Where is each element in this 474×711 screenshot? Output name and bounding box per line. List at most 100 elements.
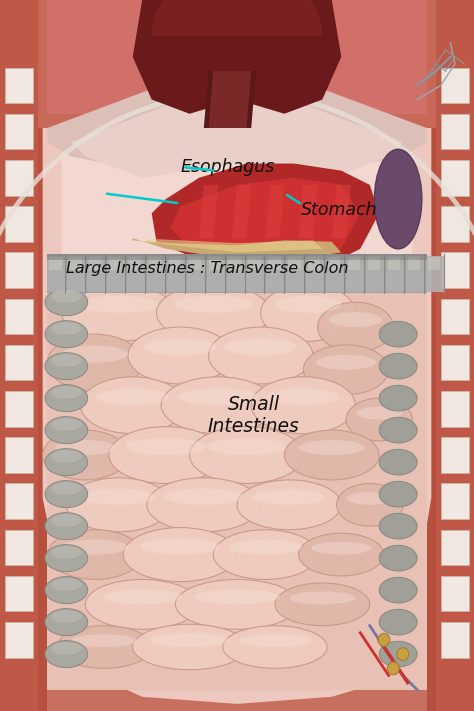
Polygon shape: [5, 114, 33, 149]
Ellipse shape: [51, 578, 82, 591]
Ellipse shape: [253, 490, 326, 505]
Polygon shape: [5, 576, 33, 611]
Polygon shape: [441, 160, 469, 196]
Ellipse shape: [45, 289, 88, 316]
Ellipse shape: [156, 284, 270, 341]
Polygon shape: [232, 185, 251, 238]
Ellipse shape: [51, 418, 82, 431]
Ellipse shape: [51, 546, 82, 559]
Ellipse shape: [379, 385, 417, 411]
Ellipse shape: [47, 334, 142, 391]
Polygon shape: [38, 0, 436, 128]
Ellipse shape: [51, 482, 82, 495]
Ellipse shape: [374, 149, 422, 249]
Ellipse shape: [303, 345, 389, 395]
Ellipse shape: [299, 440, 365, 455]
Polygon shape: [5, 530, 33, 565]
Ellipse shape: [275, 296, 341, 313]
Polygon shape: [299, 185, 318, 238]
Ellipse shape: [45, 641, 88, 668]
Ellipse shape: [45, 609, 88, 636]
Polygon shape: [49, 257, 62, 270]
Ellipse shape: [140, 538, 220, 555]
Ellipse shape: [51, 642, 82, 655]
Polygon shape: [308, 257, 320, 270]
Polygon shape: [436, 0, 474, 711]
Polygon shape: [332, 185, 351, 238]
Ellipse shape: [237, 480, 341, 530]
Polygon shape: [266, 256, 284, 292]
Polygon shape: [47, 256, 65, 292]
Ellipse shape: [150, 634, 229, 647]
Polygon shape: [209, 257, 221, 270]
Polygon shape: [47, 293, 427, 690]
Ellipse shape: [102, 589, 182, 604]
Ellipse shape: [164, 488, 244, 505]
Ellipse shape: [267, 388, 340, 405]
Polygon shape: [207, 256, 225, 292]
Polygon shape: [71, 78, 403, 178]
Polygon shape: [47, 57, 427, 171]
Ellipse shape: [45, 513, 88, 540]
Polygon shape: [441, 576, 469, 611]
Ellipse shape: [379, 481, 417, 507]
Polygon shape: [152, 0, 322, 36]
Polygon shape: [441, 391, 469, 427]
Ellipse shape: [51, 386, 82, 399]
Polygon shape: [441, 437, 469, 473]
Polygon shape: [5, 160, 33, 196]
Polygon shape: [441, 299, 469, 334]
Polygon shape: [133, 238, 341, 260]
Ellipse shape: [190, 427, 303, 483]
Polygon shape: [87, 256, 105, 292]
Text: Small
Intestines: Small Intestines: [208, 395, 300, 437]
Polygon shape: [129, 257, 141, 270]
Ellipse shape: [194, 589, 280, 604]
Polygon shape: [441, 68, 469, 103]
Polygon shape: [47, 0, 427, 114]
Ellipse shape: [55, 440, 115, 455]
Polygon shape: [89, 257, 101, 270]
Polygon shape: [288, 257, 301, 270]
Polygon shape: [268, 257, 281, 270]
Polygon shape: [441, 206, 469, 242]
Polygon shape: [228, 257, 241, 270]
Polygon shape: [348, 257, 360, 270]
Ellipse shape: [311, 542, 371, 555]
Ellipse shape: [346, 492, 393, 505]
Ellipse shape: [45, 577, 88, 604]
Ellipse shape: [378, 634, 390, 646]
Ellipse shape: [161, 377, 275, 434]
Polygon shape: [107, 256, 125, 292]
Polygon shape: [199, 185, 218, 238]
Polygon shape: [149, 257, 161, 270]
Ellipse shape: [51, 354, 82, 367]
Polygon shape: [67, 256, 85, 292]
Ellipse shape: [96, 388, 169, 405]
Ellipse shape: [123, 528, 237, 582]
Ellipse shape: [387, 662, 399, 675]
Polygon shape: [5, 299, 33, 334]
Polygon shape: [441, 530, 469, 565]
Ellipse shape: [175, 579, 299, 629]
Polygon shape: [5, 391, 33, 427]
Ellipse shape: [128, 327, 232, 384]
Polygon shape: [441, 252, 469, 288]
Ellipse shape: [47, 530, 142, 579]
Ellipse shape: [43, 430, 128, 480]
Polygon shape: [209, 71, 251, 128]
Ellipse shape: [299, 533, 384, 576]
Ellipse shape: [379, 449, 417, 475]
Polygon shape: [189, 257, 201, 270]
Ellipse shape: [85, 579, 199, 629]
Polygon shape: [427, 0, 474, 711]
Polygon shape: [109, 257, 121, 270]
Ellipse shape: [284, 430, 379, 480]
Ellipse shape: [329, 312, 382, 327]
Ellipse shape: [45, 449, 88, 476]
Polygon shape: [441, 345, 469, 380]
Polygon shape: [346, 256, 364, 292]
Polygon shape: [187, 256, 205, 292]
Ellipse shape: [45, 353, 88, 380]
Ellipse shape: [318, 302, 393, 352]
